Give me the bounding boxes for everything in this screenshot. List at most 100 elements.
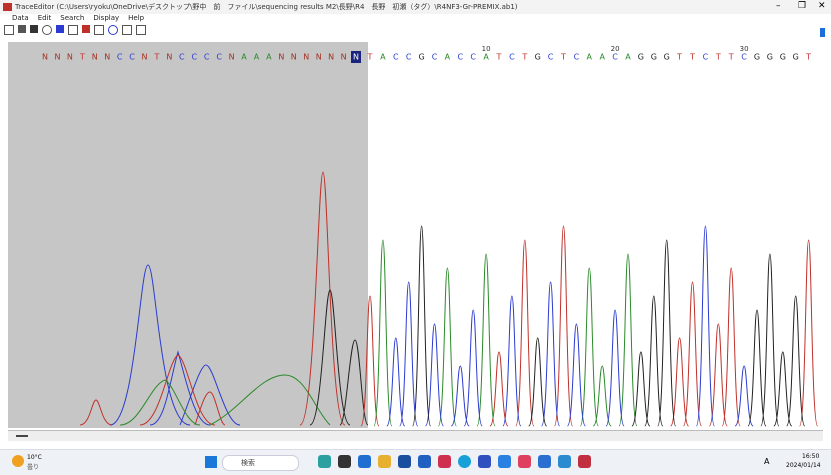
app-icon[interactable] bbox=[578, 455, 591, 468]
base-call: C bbox=[574, 53, 580, 62]
base-call: A bbox=[254, 53, 260, 62]
base-call: N bbox=[54, 53, 60, 62]
window-title: TraceEditor (C:\Users\ryoku\OneDrive\デスク… bbox=[15, 2, 518, 12]
base-call: C bbox=[191, 53, 197, 62]
base-call: C bbox=[548, 53, 554, 62]
ime-indicator[interactable]: A bbox=[764, 457, 769, 466]
base-call: C bbox=[470, 53, 476, 62]
menu-item[interactable]: Edit bbox=[38, 14, 52, 24]
close-button[interactable]: ✕ bbox=[818, 1, 826, 11]
base-call: N bbox=[328, 53, 334, 62]
tool-button[interactable] bbox=[4, 25, 14, 35]
base-call: G bbox=[535, 53, 541, 62]
search-box[interactable]: 検索 bbox=[222, 455, 299, 471]
base-call: C bbox=[432, 53, 438, 62]
app-icon[interactable] bbox=[438, 455, 451, 468]
base-call: G bbox=[754, 53, 760, 62]
base-call: T bbox=[805, 53, 811, 62]
clock-date: 2024/01/14 bbox=[786, 462, 821, 469]
app-icon[interactable] bbox=[478, 455, 491, 468]
base-call: C bbox=[117, 53, 123, 62]
base-call: N bbox=[42, 53, 48, 62]
minimize-button[interactable]: – bbox=[776, 1, 781, 11]
base-call: G bbox=[767, 53, 773, 62]
base-call: N bbox=[353, 53, 359, 62]
app-icon[interactable] bbox=[518, 455, 531, 468]
app-icon bbox=[3, 3, 12, 11]
tool-button[interactable] bbox=[30, 25, 38, 33]
base-call: T bbox=[79, 53, 85, 62]
base-call: N bbox=[166, 53, 172, 62]
base-call: A bbox=[625, 53, 631, 62]
base-call: C bbox=[703, 53, 709, 62]
slider-thumb[interactable] bbox=[820, 28, 825, 37]
tool-button[interactable] bbox=[122, 25, 132, 35]
app-icon[interactable] bbox=[538, 455, 551, 468]
app-icon[interactable] bbox=[418, 455, 431, 468]
menu-item[interactable]: Display bbox=[93, 14, 119, 24]
tool-button[interactable] bbox=[56, 25, 64, 33]
chromatogram: NNNTNNCCNTNCCCCNAAANNNNNNNTACCGCACCATCTG… bbox=[0, 40, 831, 430]
position-label: 20 bbox=[611, 45, 620, 53]
base-call: N bbox=[229, 53, 235, 62]
tool-button[interactable] bbox=[94, 25, 104, 35]
base-call: G bbox=[793, 53, 799, 62]
base-call: A bbox=[599, 53, 605, 62]
base-call: G bbox=[418, 53, 424, 62]
base-call: C bbox=[406, 53, 412, 62]
app-icon[interactable] bbox=[398, 455, 411, 468]
app-icon[interactable] bbox=[318, 455, 331, 468]
base-call: C bbox=[216, 53, 222, 62]
base-call: T bbox=[496, 53, 502, 62]
base-call: N bbox=[67, 53, 73, 62]
base-call: C bbox=[509, 53, 515, 62]
app-window: TraceEditor (C:\Users\ryoku\OneDrive\デスク… bbox=[0, 0, 831, 474]
base-call: A bbox=[380, 53, 386, 62]
base-call: N bbox=[303, 53, 309, 62]
clock-time: 16:50 bbox=[802, 453, 819, 460]
tool-button[interactable] bbox=[18, 25, 26, 33]
base-call: C bbox=[179, 53, 185, 62]
app-icon[interactable] bbox=[358, 455, 371, 468]
menu-bar: Data Edit Search Display Help bbox=[12, 14, 144, 24]
base-call: G bbox=[664, 53, 670, 62]
tool-button[interactable] bbox=[136, 25, 146, 35]
base-call: A bbox=[266, 53, 272, 62]
base-call: C bbox=[458, 53, 464, 62]
base-call: T bbox=[676, 53, 682, 62]
menu-item[interactable]: Data bbox=[12, 14, 29, 24]
position-label: 10 bbox=[482, 45, 491, 53]
low-quality-region bbox=[8, 42, 368, 428]
menu-item[interactable]: Search bbox=[60, 14, 84, 24]
position-label: 30 bbox=[740, 45, 749, 53]
menu-item[interactable]: Help bbox=[128, 14, 144, 24]
base-call: N bbox=[142, 53, 148, 62]
title-bar: TraceEditor (C:\Users\ryoku\OneDrive\デスク… bbox=[0, 0, 831, 14]
tool-button[interactable] bbox=[82, 25, 90, 33]
tool-button[interactable] bbox=[108, 25, 118, 35]
app-icon[interactable] bbox=[458, 455, 471, 468]
start-button[interactable] bbox=[205, 456, 217, 468]
maximize-button[interactable]: ❐ bbox=[798, 1, 806, 11]
base-call: A bbox=[483, 53, 489, 62]
base-call: C bbox=[612, 53, 618, 62]
base-call: N bbox=[341, 53, 347, 62]
weather-temp: 10°C bbox=[27, 454, 42, 461]
scrollbar[interactable] bbox=[8, 430, 823, 441]
tool-button[interactable] bbox=[42, 25, 52, 35]
base-call: C bbox=[129, 53, 135, 62]
base-call: N bbox=[291, 53, 297, 62]
scroll-thumb[interactable] bbox=[16, 435, 28, 437]
app-icon[interactable] bbox=[558, 455, 571, 468]
base-call: A bbox=[445, 53, 451, 62]
tool-button[interactable] bbox=[68, 25, 78, 35]
base-call: N bbox=[92, 53, 98, 62]
app-icon[interactable] bbox=[378, 455, 391, 468]
app-icon[interactable] bbox=[498, 455, 511, 468]
base-call: T bbox=[154, 53, 160, 62]
app-icon[interactable] bbox=[338, 455, 351, 468]
base-call: T bbox=[560, 53, 566, 62]
base-call: A bbox=[241, 53, 247, 62]
base-call: T bbox=[728, 53, 734, 62]
base-call: T bbox=[521, 53, 527, 62]
